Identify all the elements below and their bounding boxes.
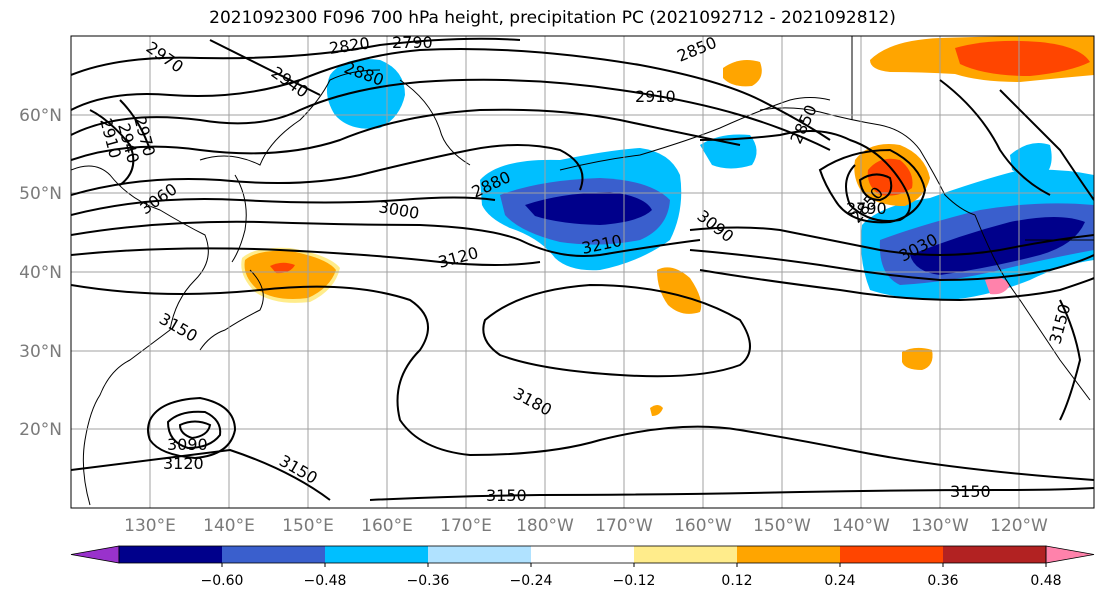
lat-label: 20°N [19, 420, 62, 440]
japan-pos-core [270, 262, 295, 274]
colorbar-bin [531, 546, 635, 563]
colorbar-tick-label: 0.24 [824, 573, 855, 589]
map-frame [70, 35, 1095, 509]
colorbar-tick-label: 0.36 [927, 573, 958, 589]
alaska-shade [700, 134, 757, 169]
height-contours [71, 37, 1094, 501]
lon-label: 160°E [361, 516, 413, 536]
midpac-pos [657, 267, 702, 314]
sw-us-pink [985, 276, 1010, 295]
colorbar-tick-label: −0.48 [304, 573, 347, 589]
colorbar-bin [119, 546, 223, 563]
lon-label: 160°W [674, 516, 732, 536]
contour-label: 3090 [167, 435, 208, 454]
central-pacific-core [525, 192, 652, 225]
lat-label: 40°N [19, 263, 62, 283]
colorbar-bin [737, 546, 841, 563]
contour-label: 2910 [635, 87, 676, 106]
canada-shade [1010, 142, 1052, 176]
lon-label: 130°W [911, 516, 969, 536]
map-title: 2021092300 F096 700 hPa height, precipit… [209, 8, 896, 28]
okhotsk-shade [326, 59, 405, 129]
lon-label: 120°W [990, 516, 1048, 536]
colorbar-bin [840, 546, 944, 563]
contour-label: 3120 [163, 454, 204, 473]
lat-label: 50°N [19, 184, 62, 204]
colorbar-bin [222, 546, 326, 563]
subtropic-pos [902, 347, 933, 370]
contour-label: 2790 [392, 33, 433, 52]
colorbar-bin [943, 546, 1047, 563]
colorbar-tick-label: 0.12 [721, 573, 752, 589]
colorbar-tick-label: −0.60 [201, 573, 244, 589]
lat-label: 30°N [19, 342, 62, 362]
bering-pos [723, 60, 762, 87]
colorbar-bin [634, 546, 738, 563]
colorbar-frame [118, 545, 1047, 564]
colorbar-bin [428, 546, 532, 563]
kamchatka-coast [199, 69, 381, 166]
lon-label: 150°E [282, 516, 334, 536]
lat-label: 60°N [19, 106, 62, 126]
lon-label: 140°E [203, 516, 255, 536]
contour-label: 3150 [950, 482, 991, 501]
colorbar-tick-label: −0.36 [407, 573, 450, 589]
lon-label: 130°E [124, 516, 176, 536]
lon-label: 150°W [753, 516, 811, 536]
colorbar-tick-label: −0.12 [613, 573, 656, 589]
colorbar: −0.60 −0.48 −0.36 −0.24 −0.12 0.12 0.24 0.36 0.4… [70, 545, 1095, 589]
precipitation-shading [241, 36, 1094, 416]
canada-pos-core [955, 40, 1090, 76]
sakhalin-coast [231, 174, 247, 263]
asia-coast [71, 165, 209, 506]
colorbar-bin [325, 546, 429, 563]
longitude-labels: 130°E 140°E 150°E 160°E 170°E 180°W 170°… [124, 516, 1048, 536]
na-west-coast [974, 214, 1091, 401]
aleutian-west [399, 79, 471, 166]
latitude-labels: 60°N 50°N 40°N 30°N 20°N [19, 106, 62, 440]
hawaii-pos [650, 405, 663, 416]
colorbar-tick-label: 0.48 [1030, 573, 1061, 589]
contour-label: 2790 [846, 199, 887, 218]
lon-label: 140°W [832, 516, 890, 536]
colorbar-extend-low [70, 545, 120, 564]
contour-label: 3150 [486, 486, 527, 505]
lon-label: 170°W [595, 516, 653, 536]
alaska-coast [759, 107, 976, 216]
colorbar-tick-label: −0.24 [510, 573, 553, 589]
lon-label: 170°E [440, 516, 492, 536]
contour-label: 2820 [328, 33, 371, 57]
lon-label: 180°W [516, 516, 574, 536]
ne-pacific-core [910, 217, 1085, 275]
aleutian-chain [559, 97, 831, 171]
colorbar-extend-high [1045, 545, 1095, 564]
